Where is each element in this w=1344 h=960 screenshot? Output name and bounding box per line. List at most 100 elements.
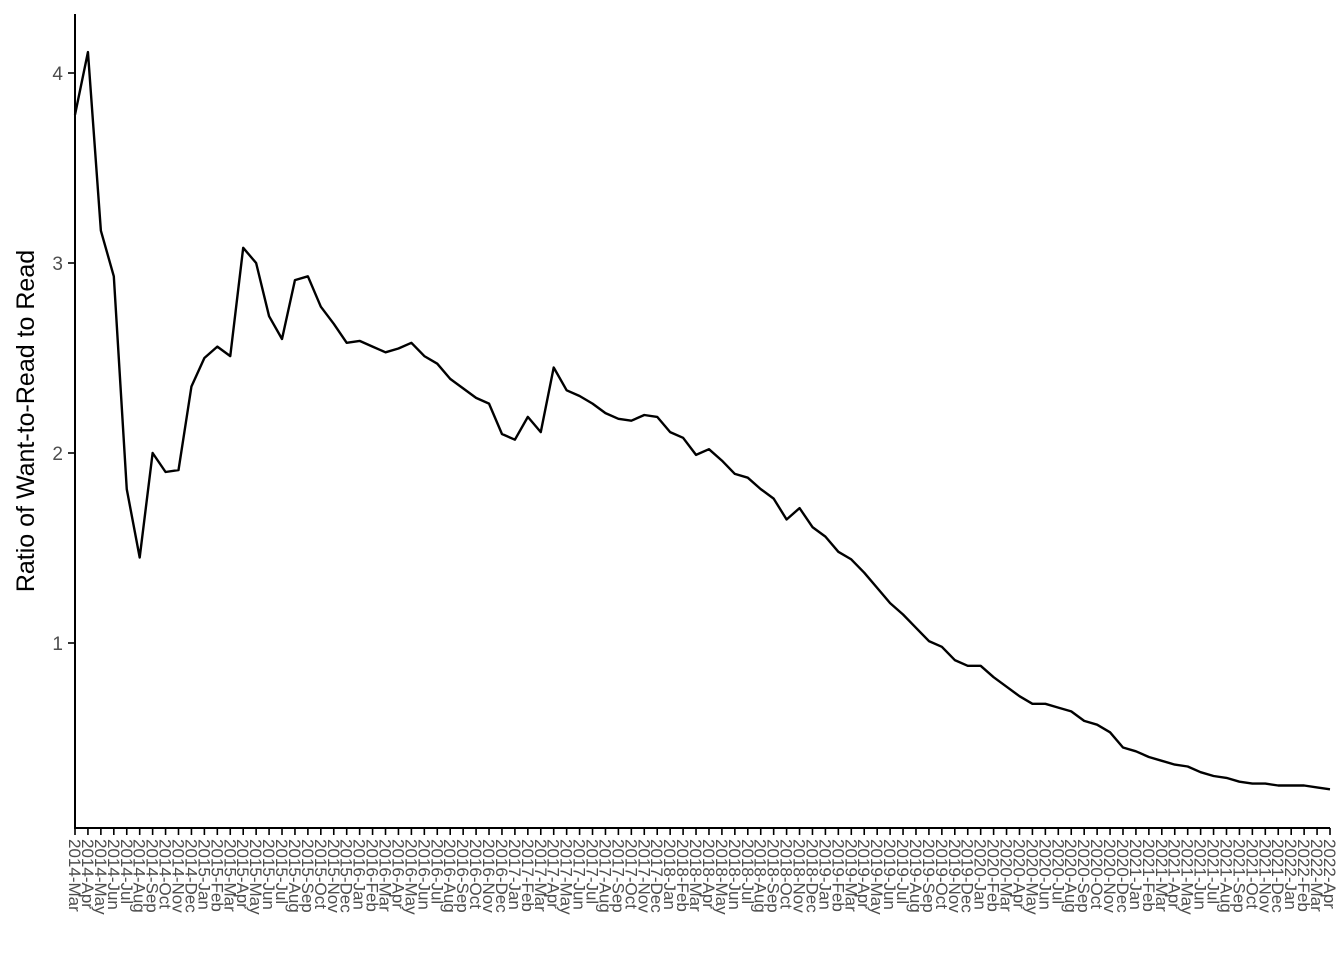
x-tick-label: 2016-Sep <box>453 839 472 913</box>
x-tick-label: 2021-Sep <box>1229 839 1248 913</box>
x-tick-label: 2021-Jan <box>1126 839 1145 910</box>
x-tick-label: 2019-Jun <box>880 839 899 910</box>
y-tick-label: 2 <box>52 444 63 465</box>
x-tick-label: 2016-Jul <box>427 839 446 904</box>
x-tick-label: 2020-Mar <box>997 839 1016 912</box>
x-tick-label: 2015-Nov <box>324 839 343 913</box>
x-tick-label: 2014-May <box>91 839 110 915</box>
x-tick-label: 2018-Aug <box>751 839 770 913</box>
x-tick-label: 2021-Dec <box>1268 839 1287 913</box>
x-tick-label: 2020-Sep <box>1074 839 1093 913</box>
x-tick-label: 2019-Jan <box>815 839 834 910</box>
x-tick-label: 2017-Oct <box>621 839 640 909</box>
x-tick-label: 2021-Nov <box>1255 839 1274 913</box>
y-tick-label: 4 <box>52 64 63 85</box>
x-tick-label: 2018-Oct <box>777 839 796 909</box>
x-tick-label: 2015-Aug <box>285 839 304 913</box>
x-tick-label: 2019-May <box>867 839 886 915</box>
x-tick-label: 2019-Jul <box>893 839 912 904</box>
x-tick-label: 2021-Apr <box>1165 839 1184 909</box>
x-tick-label: 2019-Nov <box>945 839 964 913</box>
x-tick-label: 2019-Oct <box>932 839 951 909</box>
x-tick-label: 2017-Sep <box>608 839 627 913</box>
x-tick-label: 2017-Jul <box>583 839 602 904</box>
x-tick-label: 2019-Sep <box>919 839 938 913</box>
x-tick-label: 2018-Mar <box>686 839 705 912</box>
x-tick-label: 2016-Oct <box>466 839 485 909</box>
x-tick-label: 2022-Apr <box>1320 839 1339 909</box>
x-tick-label: 2018-Feb <box>673 839 692 912</box>
x-tick-label: 2020-Jan <box>971 839 990 910</box>
x-tick-label: 2014-Apr <box>78 839 97 909</box>
y-tick-label: 1 <box>52 634 63 655</box>
x-tick-label: 2020-Nov <box>1100 839 1119 913</box>
x-tick-label: 2014-Oct <box>156 839 175 909</box>
x-tick-label: 2018-Nov <box>790 839 809 913</box>
x-tick-label: 2021-Oct <box>1242 839 1261 909</box>
x-tick-label: 2016-Jan <box>350 839 369 910</box>
x-tick-label: 2014-Mar <box>65 839 84 912</box>
x-tick-label: 2017-Feb <box>518 839 537 912</box>
x-tick-label: 2022-Mar <box>1307 839 1326 912</box>
x-tick-label: 2015-Dec <box>337 839 356 913</box>
y-tick-label: 3 <box>52 254 63 275</box>
x-tick-label: 2019-Dec <box>958 839 977 913</box>
x-tick-label: 2019-Mar <box>841 839 860 912</box>
x-tick-label: 2018-Jan <box>660 839 679 910</box>
x-tick-label: 2020-Dec <box>1113 839 1132 913</box>
x-tick-label: 2015-Mar <box>220 839 239 912</box>
x-tick-label: 2018-Jul <box>738 839 757 904</box>
x-tick-label: 2019-Aug <box>906 839 925 913</box>
x-tick-label: 2016-Dec <box>492 839 511 913</box>
x-tick-label: 2020-Jul <box>1048 839 1067 904</box>
x-tick-label: 2014-Sep <box>143 839 162 913</box>
x-tick-label: 2015-Sep <box>298 839 317 913</box>
x-tick-label: 2015-Apr <box>233 839 252 909</box>
x-tick-label: 2018-Apr <box>699 839 718 909</box>
x-tick-label: 2014-Jul <box>117 839 136 904</box>
x-tick-label: 2015-May <box>246 839 265 915</box>
x-tick-label: 2016-Nov <box>479 839 498 913</box>
x-tick-label: 2017-Nov <box>634 839 653 913</box>
x-tick-label: 2016-Mar <box>376 839 395 912</box>
x-tick-label: 2015-Oct <box>311 839 330 909</box>
x-tick-label: 2021-Mar <box>1152 839 1171 912</box>
x-tick-label: 2016-Apr <box>388 839 407 909</box>
x-tick-label: 2018-Dec <box>802 839 821 913</box>
x-tick-label: 2017-Aug <box>595 839 614 913</box>
x-tick-label: 2014-Jun <box>104 839 123 910</box>
x-tick-label: 2017-Apr <box>544 839 563 909</box>
x-tick-label: 2015-Feb <box>207 839 226 912</box>
x-tick-label: 2022-Jan <box>1281 839 1300 910</box>
x-tick-label: 2017-Dec <box>647 839 666 913</box>
x-tick-label: 2021-Jul <box>1204 839 1223 904</box>
x-tick-label: 2020-May <box>1022 839 1041 915</box>
y-axis-ticks: 1 2 3 4 <box>52 64 75 655</box>
x-tick-label: 2014-Aug <box>130 839 149 913</box>
x-tick-label: 2020-Aug <box>1061 839 1080 913</box>
x-tick-label: 2014-Nov <box>169 839 188 913</box>
x-tick-label: 2021-Aug <box>1216 839 1235 913</box>
x-tick-label: 2020-Apr <box>1009 839 1028 909</box>
x-tick-label: 2021-Feb <box>1139 839 1158 912</box>
series-line <box>73 50 1331 791</box>
x-tick-label: 2021-May <box>1178 839 1197 915</box>
x-tick-label: 2020-Oct <box>1087 839 1106 909</box>
x-tick-label: 2017-Jun <box>570 839 589 910</box>
x-tick-label: 2022-Feb <box>1294 839 1313 912</box>
x-tick-label: 2017-Jan <box>505 839 524 910</box>
x-tick-label: 2015-Jul <box>272 839 291 904</box>
x-tick-label: 2019-Apr <box>854 839 873 909</box>
x-tick-label: 2017-Mar <box>531 839 550 912</box>
x-tick-label: 2018-Jun <box>725 839 744 910</box>
x-tick-label: 2020-Jun <box>1035 839 1054 910</box>
x-tick-label: 2015-Jan <box>194 839 213 910</box>
x-tick-label: 2016-Jun <box>414 839 433 910</box>
x-tick-label: 2015-Jun <box>259 839 278 910</box>
x-tick-label: 2019-Feb <box>828 839 847 912</box>
x-tick-label: 2018-Sep <box>764 839 783 913</box>
y-axis-label: Ratio of Want-to-Read to Read <box>12 250 40 592</box>
x-tick-label: 2016-Aug <box>440 839 459 913</box>
x-tick-label: 2016-May <box>401 839 420 915</box>
